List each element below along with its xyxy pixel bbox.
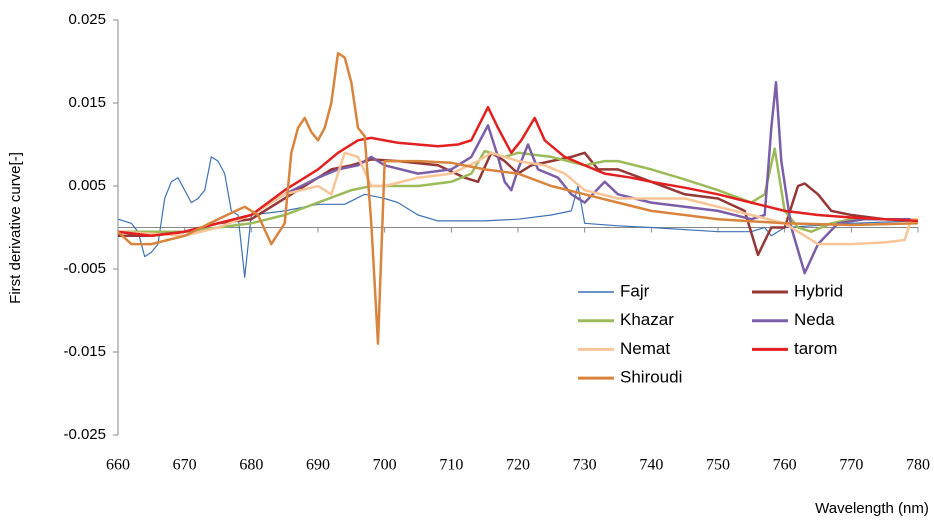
x-tick-label: 770 xyxy=(839,457,863,474)
x-tick-label: 740 xyxy=(639,457,663,474)
series-line xyxy=(117,151,918,246)
series-line xyxy=(117,81,918,275)
x-tick-label: 780 xyxy=(906,457,930,474)
y-tick-label: -0.005 xyxy=(63,260,106,277)
x-tick-label: 700 xyxy=(373,457,397,474)
x-tick-label: 720 xyxy=(506,457,530,474)
series-line xyxy=(117,51,919,345)
legend-label: Neda xyxy=(794,310,835,329)
x-tick-label: 670 xyxy=(173,457,197,474)
y-tick-label: 0.015 xyxy=(68,94,106,111)
x-tick-label: 680 xyxy=(239,457,263,474)
y-axis-label: First derivative curve[-] xyxy=(7,152,24,304)
y-tick-label: 0.025 xyxy=(68,11,106,28)
series-line xyxy=(117,105,919,238)
y-tick-label: -0.025 xyxy=(63,426,106,443)
y-tick-label: 0.005 xyxy=(68,177,106,194)
series-line xyxy=(117,156,919,278)
x-axis-label: Wavelength (nm) xyxy=(815,500,929,517)
y-tick-label: -0.015 xyxy=(63,343,106,360)
legend-label: Shiroudi xyxy=(620,368,682,387)
x-tick-label: 730 xyxy=(573,457,597,474)
x-tick-label: 660 xyxy=(106,457,130,474)
legend-label: tarom xyxy=(794,339,837,358)
x-tick-label: 750 xyxy=(706,457,730,474)
x-tick-label: 690 xyxy=(306,457,330,474)
x-tick-label: 710 xyxy=(439,457,463,474)
x-tick-label: 760 xyxy=(773,457,797,474)
legend-label: Hybrid xyxy=(794,281,843,300)
legend-label: Fajr xyxy=(620,281,650,300)
legend-label: Nemat xyxy=(620,339,670,358)
series-line xyxy=(118,151,919,257)
legend-label: Khazar xyxy=(620,310,674,329)
